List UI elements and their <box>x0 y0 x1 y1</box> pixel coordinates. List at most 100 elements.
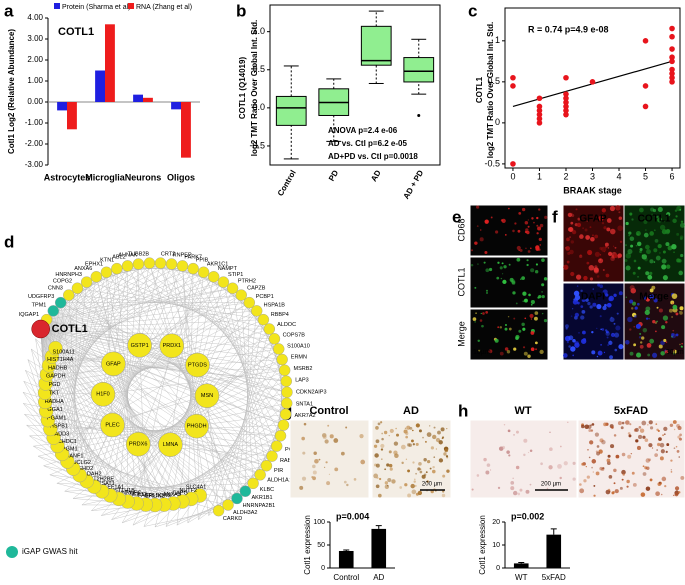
edge <box>46 263 150 412</box>
texture <box>641 420 647 426</box>
texture <box>565 247 567 249</box>
texture <box>522 291 526 296</box>
texture <box>656 442 661 447</box>
texture <box>506 350 511 354</box>
texture <box>591 466 593 469</box>
texture <box>647 424 649 426</box>
node <box>63 289 75 301</box>
texture <box>529 483 532 486</box>
texture <box>632 271 636 275</box>
texture <box>581 462 585 466</box>
texture <box>507 316 510 318</box>
texture <box>651 285 656 290</box>
texture <box>410 483 415 489</box>
texture <box>654 214 659 219</box>
texture <box>509 277 514 282</box>
edge <box>138 263 287 382</box>
texture <box>505 234 507 236</box>
texture <box>679 433 682 437</box>
node <box>257 313 270 326</box>
texture <box>479 319 483 322</box>
texture <box>632 482 637 487</box>
texture <box>599 246 603 250</box>
texture <box>387 477 392 483</box>
point <box>563 99 569 106</box>
texture <box>651 213 653 216</box>
texture <box>666 443 670 446</box>
texture <box>497 326 500 329</box>
texture <box>381 458 383 460</box>
x-tick-label: 4 <box>617 171 622 181</box>
texture <box>676 449 680 453</box>
texture <box>658 344 663 349</box>
legend-label: iGAP GWAS hit <box>22 547 78 556</box>
texture <box>570 271 575 277</box>
texture <box>601 246 607 252</box>
inner-node <box>125 431 151 457</box>
bar <box>143 97 153 102</box>
point <box>536 111 543 118</box>
x-tick-label: Oligos <box>167 172 195 182</box>
texture <box>661 325 666 330</box>
texture <box>373 444 378 448</box>
texture <box>680 222 685 228</box>
node-label: LAP3 <box>295 378 308 384</box>
edge <box>110 426 197 496</box>
node-label: PRDX6 <box>129 442 147 448</box>
texture <box>606 458 611 463</box>
node-label: HADHA <box>45 399 65 405</box>
texture <box>486 463 491 467</box>
texture <box>506 450 510 454</box>
texture <box>656 320 658 323</box>
texture <box>596 327 598 330</box>
texture <box>649 231 654 236</box>
node-label: GGA1 <box>47 407 62 413</box>
texture <box>326 481 331 486</box>
node-label: PCBP1 <box>256 294 274 300</box>
texture <box>303 422 307 426</box>
node-label: HNRNPH3 <box>55 272 82 278</box>
texture <box>592 234 594 237</box>
texture <box>513 490 518 496</box>
edge <box>198 348 279 520</box>
texture <box>603 422 607 427</box>
node <box>111 262 123 275</box>
legend-swatch <box>128 3 134 9</box>
texture <box>670 471 673 473</box>
edge <box>79 394 104 476</box>
texture <box>671 293 678 299</box>
node <box>143 257 156 269</box>
texture <box>585 235 590 240</box>
texture <box>674 209 678 212</box>
chart-title: COTL1 <box>58 26 94 38</box>
texture <box>663 221 666 223</box>
texture <box>645 271 650 276</box>
texture <box>586 261 590 265</box>
texture <box>498 446 504 451</box>
node-label: HNRNPC <box>118 490 142 496</box>
edge <box>197 310 257 366</box>
texture <box>432 465 435 469</box>
texture <box>662 275 668 281</box>
x-tick-label: 2 <box>563 171 568 181</box>
texture <box>579 488 585 494</box>
texture <box>648 420 653 425</box>
texture <box>323 466 326 469</box>
texture <box>625 339 630 345</box>
texture <box>589 440 594 445</box>
texture <box>423 458 427 462</box>
texture <box>596 275 600 278</box>
node-label: COPG2 <box>53 278 72 284</box>
inner-node <box>185 352 210 378</box>
texture <box>609 317 615 323</box>
texture <box>580 338 587 344</box>
edge <box>61 276 97 454</box>
texture <box>671 316 673 318</box>
texture <box>334 467 339 472</box>
x-tick-label: Neurons <box>125 172 162 182</box>
legend-swatch <box>6 546 18 558</box>
texture <box>629 285 635 291</box>
micrograph <box>469 204 549 257</box>
texture <box>504 324 507 327</box>
point <box>669 74 675 81</box>
